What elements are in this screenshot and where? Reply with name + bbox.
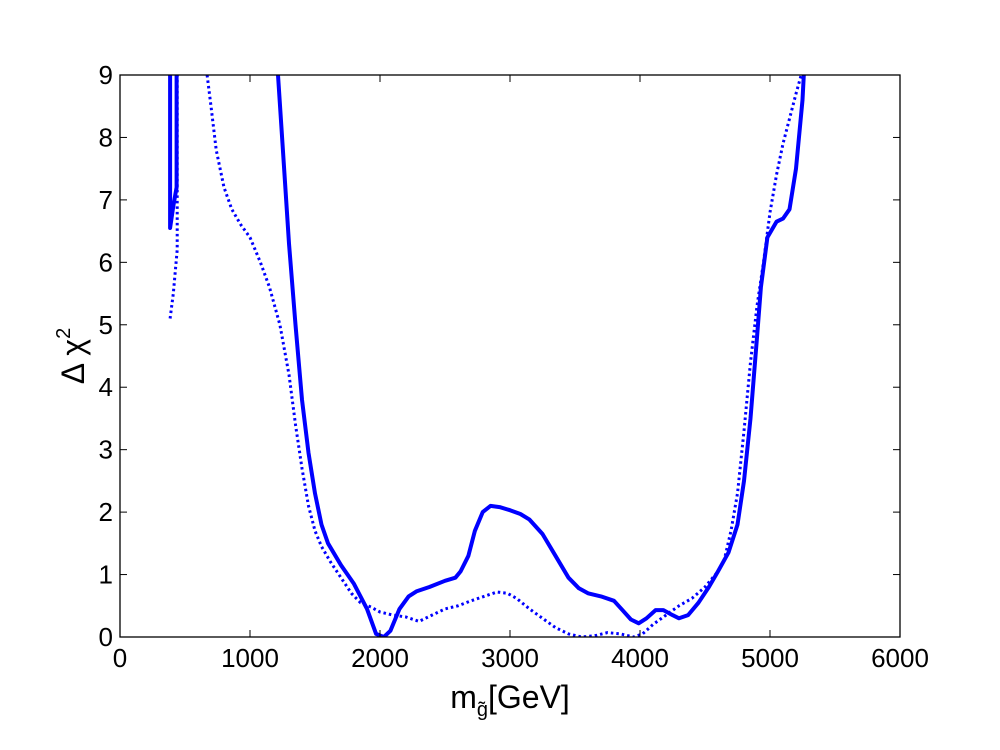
y-axis-title-main: Δ χ — [55, 339, 91, 385]
solid-curve-segment-2 — [276, 75, 806, 637]
y-tick-label: 5 — [99, 310, 113, 340]
dotted-curve-segment-1 — [168, 75, 179, 319]
x-tick-label: 6000 — [871, 643, 929, 673]
y-tick-label: 8 — [99, 122, 113, 152]
x-axis-title-subscript: g̃ — [477, 699, 488, 721]
y-tick-label: 3 — [99, 435, 113, 465]
y-tick-label: 1 — [99, 560, 113, 590]
series-layer — [168, 75, 806, 637]
x-tick-label: 5000 — [741, 643, 799, 673]
x-tick-label: 0 — [113, 643, 127, 673]
y-tick-label: 0 — [99, 622, 113, 652]
x-tick-label: 3000 — [481, 643, 539, 673]
y-tick-label: 9 — [99, 60, 113, 90]
x-axis-title: mg̃[GeV] — [450, 679, 570, 721]
y-tick-label: 6 — [99, 247, 113, 277]
x-axis-title-suffix: [GeV] — [488, 679, 570, 715]
x-axis-title-main: m — [450, 679, 477, 715]
ticks-layer: 0 1000 2000 3000 4000 5000 6000 0 1 2 3 4 5 6 7 8 9 — [99, 60, 929, 673]
y-axis-title-superscript: 2 — [53, 328, 75, 339]
x-tick-label: 4000 — [611, 643, 669, 673]
y-axis-title: Δ χ2 — [53, 328, 91, 384]
x-tick-label: 1000 — [221, 643, 279, 673]
x-tick-label: 2000 — [351, 643, 409, 673]
y-tick-label: 4 — [99, 372, 113, 402]
solid-curve-segment-1 — [168, 75, 179, 230]
y-tick-label: 7 — [99, 185, 113, 215]
plot-frame — [119, 74, 901, 638]
dotted-curve-segment-2 — [205, 75, 803, 637]
y-tick-label: 2 — [99, 497, 113, 527]
